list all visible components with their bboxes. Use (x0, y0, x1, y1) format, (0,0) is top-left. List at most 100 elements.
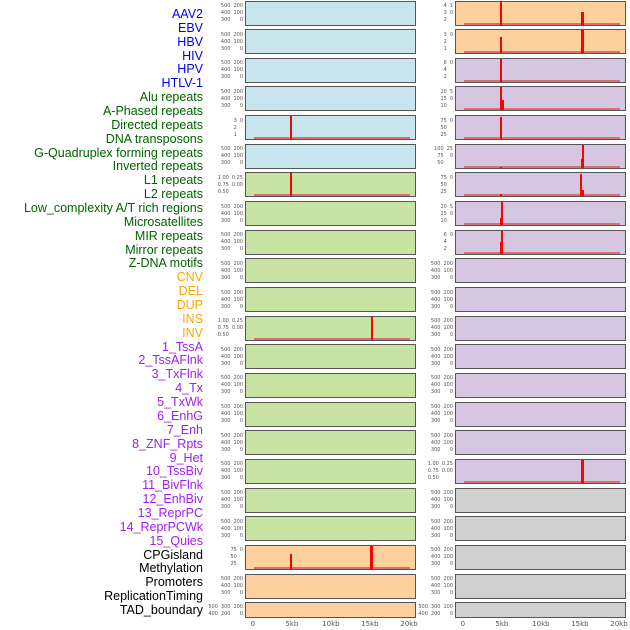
track-label: EBV (177, 20, 203, 35)
y-tick-label: 0 (449, 418, 453, 425)
track-panel (455, 458, 626, 484)
y-tick-label: 0 (239, 547, 243, 554)
y-tick-label: 300 (430, 389, 441, 396)
y-tick-label: 100 (233, 603, 243, 610)
y-tick-labels: 500 400 300 200 100 0 (414, 373, 453, 398)
y-tick-label: 400 (220, 583, 231, 589)
y-tick-label: 2 (443, 17, 447, 23)
track-panel (455, 315, 626, 341)
track-label: 4_Tx (175, 381, 203, 396)
y-tick-label: 300 (430, 590, 441, 596)
track-label: 12_EnhBiv (142, 492, 203, 507)
y-tick-label: 0 (449, 31, 453, 38)
y-tick-label: 100 (233, 411, 243, 418)
y-tick-label: 0 (239, 532, 243, 539)
baseline (463, 137, 620, 140)
y-tick-labels: 75 50 25 0 (414, 115, 453, 140)
x-tick-label: 20kb (610, 620, 628, 628)
track-label: L1 repeats (143, 173, 203, 188)
track-panel (455, 372, 626, 398)
track-label: 9_Het (169, 450, 203, 465)
y-tick-label: 400 (220, 67, 231, 74)
signal-spike (580, 159, 583, 168)
y-tick-label: 500 (220, 432, 231, 439)
signal-spike (500, 87, 503, 111)
y-tick-label: 10 (440, 102, 447, 109)
y-tick-label: 0 (449, 232, 453, 239)
y-tick-label: 0 (239, 418, 243, 425)
y-tick-label: 200 (233, 31, 243, 38)
y-tick-label: 200 (233, 432, 243, 439)
y-tick-label: 15 (440, 210, 447, 217)
y-tick-label: 200 (443, 375, 453, 382)
y-tick-label: 400 (220, 153, 231, 160)
y-tick-label: 20 (440, 203, 447, 210)
y-tick-label: 200 (443, 260, 453, 267)
y-tick-label: 75 (440, 174, 447, 181)
y-tick-label: 0.25 (231, 318, 243, 325)
y-tick-label: 200 (233, 346, 243, 353)
y-tick-label: 0 (239, 246, 243, 253)
y-tick-labels: 1.00 0.75 0.50 0.25 0.00 (204, 172, 243, 197)
baseline (463, 251, 620, 254)
y-tick-label: 15 (440, 95, 447, 102)
y-tick-label: 500 (220, 289, 231, 296)
y-tick-label: 200 (233, 490, 243, 497)
y-tick-label: 200 (233, 232, 243, 239)
y-tick-label: 0.25 (231, 174, 243, 181)
track-panel (245, 86, 416, 112)
x-tick-label: 5kb (495, 620, 509, 628)
y-tick-label: 300 (220, 17, 231, 23)
y-tick-labels: 1.00 0.75 0.50 0.25 0.00 (414, 459, 453, 484)
y-tick-label: 0 (239, 274, 243, 281)
track-label: Directed repeats (111, 117, 203, 132)
y-tick-label: 200 (443, 432, 453, 439)
track-panel (455, 86, 626, 112)
y-tick-label: 200 (233, 289, 243, 296)
y-tick-label: 2 (233, 124, 237, 131)
track-panel (245, 287, 416, 312)
y-tick-label: 0.00 (231, 325, 243, 332)
signal-spike (582, 144, 585, 168)
y-tick-label: 100 (233, 153, 243, 160)
signal-spike (500, 36, 503, 54)
y-tick-label: 100 (233, 296, 243, 303)
y-tick-label: 0.75 (217, 181, 229, 188)
y-tick-labels: 1.00 0.75 0.50 0.25 0.00 (204, 316, 243, 341)
y-tick-label: 6 (443, 60, 447, 67)
y-tick-label: 300 (220, 102, 231, 109)
y-tick-label: 200 (443, 576, 453, 582)
x-tick-label: 20kb (400, 620, 418, 628)
signal-spike (290, 116, 293, 140)
y-tick-labels: 500 400 300 200 100 0 (204, 459, 243, 484)
y-tick-labels: 500 400 300 200 100 0 (204, 201, 243, 226)
y-tick-label: 100 (443, 267, 453, 274)
track-panel (455, 344, 626, 370)
track-label: A-Phased repeats (102, 104, 203, 119)
y-tick-label: 100 (443, 325, 453, 332)
y-tick-label: 500 (430, 490, 441, 497)
y-tick-label: 100 (233, 525, 243, 532)
y-tick-label: 4 (443, 67, 447, 74)
baseline (463, 165, 620, 168)
track-panel (455, 287, 626, 312)
y-tick-label: 75 (437, 153, 444, 160)
y-tick-labels: 20 15 10 5 0 (414, 201, 453, 226)
y-tick-label: 100 (443, 554, 453, 561)
y-tick-label: 25 (440, 188, 447, 195)
signal-spike (290, 553, 293, 569)
track-panel (455, 573, 626, 599)
y-tick-label: 500 (220, 31, 231, 38)
y-tick-label: 0 (239, 504, 243, 511)
y-tick-label: 500 (430, 289, 441, 296)
signal-spike (500, 116, 503, 140)
y-tick-label: 500 (220, 518, 231, 525)
y-tick-label: 6 (443, 232, 447, 239)
signal-spike (500, 58, 503, 82)
y-tick-label: 400 (430, 382, 441, 389)
track-label: Inverted repeats (112, 159, 203, 174)
y-tick-label: 200 (233, 3, 243, 9)
signal-spike (500, 166, 503, 168)
